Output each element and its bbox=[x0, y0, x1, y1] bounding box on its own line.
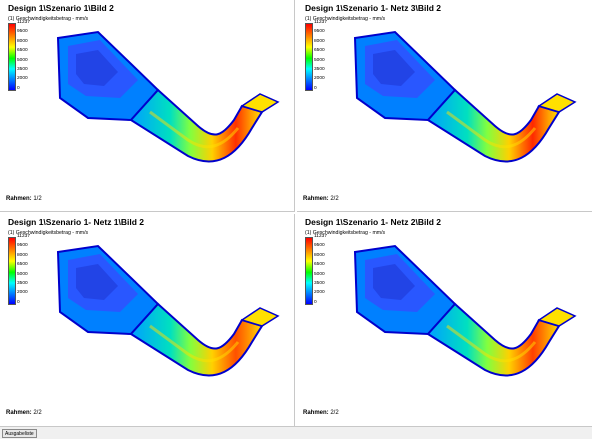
outlet-channel bbox=[426, 302, 561, 377]
frame-label: Rahmen: bbox=[6, 196, 32, 202]
outlet-channel bbox=[129, 302, 264, 377]
color-scale-bar bbox=[305, 23, 313, 91]
color-scale-bar bbox=[8, 23, 16, 91]
legend-tick: 6500 bbox=[17, 48, 28, 54]
legend-tick: 9500 bbox=[17, 243, 28, 249]
legend-tick: 2000 bbox=[314, 290, 325, 296]
legend-title: (1) Geschwindigkeitsbetrag - mm/s bbox=[305, 230, 386, 236]
frame-indicator: Rahmen: 2/2 bbox=[6, 410, 42, 416]
frame-label: Rahmen: bbox=[303, 410, 329, 416]
legend-tick: 5000 bbox=[314, 57, 325, 63]
velocity-contour-plot[interactable] bbox=[335, 28, 585, 188]
legend-tick: 6500 bbox=[314, 48, 325, 54]
result-panel-3[interactable]: Design 1\Szenario 1- Netz 1\Bild 2 (1) G… bbox=[0, 214, 295, 426]
panel-title: Design 1\Szenario 1\Bild 2 bbox=[8, 3, 114, 13]
outlet-end bbox=[240, 307, 280, 327]
legend-tick: 2000 bbox=[17, 290, 28, 296]
status-bar: Ausgabeliste bbox=[0, 426, 592, 439]
legend-tick: 8000 bbox=[314, 38, 325, 44]
panel-title: Design 1\Szenario 1- Netz 2\Bild 2 bbox=[305, 217, 442, 227]
frame-indicator: Rahmen: 1/2 bbox=[6, 196, 42, 202]
legend-tick: 8000 bbox=[17, 252, 28, 258]
result-panel-1[interactable]: Design 1\Szenario 1\Bild 2 (1) Geschwind… bbox=[0, 0, 295, 212]
legend-tick: 9500 bbox=[314, 243, 325, 249]
outlet-end bbox=[240, 93, 280, 113]
channel-jet bbox=[446, 324, 537, 363]
channel-jet bbox=[149, 110, 240, 149]
legend-tick: 3500 bbox=[17, 67, 28, 72]
legend-tick: 8000 bbox=[314, 252, 325, 258]
color-scale-bar bbox=[8, 237, 16, 305]
legend-title: (1) Geschwindigkeitsbetrag - mm/s bbox=[8, 230, 89, 236]
outlet-channel bbox=[129, 88, 264, 163]
inner-block bbox=[76, 264, 118, 300]
frame-value: 1/2 bbox=[33, 196, 42, 202]
velocity-contour-plot[interactable] bbox=[38, 242, 288, 402]
inner-block bbox=[373, 264, 415, 300]
frame-label: Rahmen: bbox=[6, 410, 32, 416]
frame-label: Rahmen: bbox=[303, 196, 329, 202]
legend-tick: 9500 bbox=[17, 29, 28, 35]
frame-indicator: Rahmen: 2/2 bbox=[303, 410, 339, 416]
panel-title: Design 1\Szenario 1- Netz 1\Bild 2 bbox=[8, 217, 145, 227]
legend-tick: 8000 bbox=[17, 38, 28, 44]
legend-tick: 11237 bbox=[314, 20, 327, 25]
frame-value: 2/2 bbox=[330, 196, 339, 202]
frame-value: 2/2 bbox=[33, 410, 42, 416]
legend-tick: 6500 bbox=[314, 262, 325, 268]
legend-tick: 3500 bbox=[17, 281, 28, 286]
legend-title: (1) Geschwindigkeitsbetrag - mm/s bbox=[8, 16, 89, 22]
results-grid: Design 1\Szenario 1\Bild 2 (1) Geschwind… bbox=[0, 0, 592, 426]
legend-tick: 0 bbox=[314, 299, 317, 305]
outlet-end bbox=[537, 307, 577, 327]
legend-tick: 0 bbox=[17, 299, 20, 305]
legend-tick: 2000 bbox=[314, 76, 325, 82]
output-list-button[interactable]: Ausgabeliste bbox=[2, 429, 37, 438]
legend-title: (1) Geschwindigkeitsbetrag - mm/s bbox=[305, 16, 386, 22]
legend-tick: 11237 bbox=[314, 234, 327, 239]
legend-tick: 6500 bbox=[17, 262, 28, 268]
legend-tick: 9500 bbox=[314, 29, 325, 35]
inner-block bbox=[373, 50, 415, 86]
legend-tick: 5000 bbox=[314, 271, 325, 277]
legend-tick: 3500 bbox=[314, 281, 325, 286]
legend-tick: 5000 bbox=[17, 57, 28, 63]
legend-tick: 5000 bbox=[17, 271, 28, 277]
frame-value: 2/2 bbox=[330, 410, 339, 416]
legend-tick: 0 bbox=[17, 85, 20, 91]
velocity-contour-plot[interactable] bbox=[335, 242, 585, 402]
inner-block bbox=[76, 50, 118, 86]
legend-tick: 2000 bbox=[17, 76, 28, 82]
legend-tick: 3500 bbox=[314, 67, 325, 72]
frame-indicator: Rahmen: 2/2 bbox=[303, 196, 339, 202]
legend-tick: 11237 bbox=[17, 20, 30, 25]
result-panel-2[interactable]: Design 1\Szenario 1- Netz 3\Bild 2 (1) G… bbox=[297, 0, 592, 212]
outlet-end bbox=[537, 93, 577, 113]
panel-title: Design 1\Szenario 1- Netz 3\Bild 2 bbox=[305, 3, 442, 13]
result-panel-4[interactable]: Design 1\Szenario 1- Netz 2\Bild 2 (1) G… bbox=[297, 214, 592, 426]
channel-jet bbox=[149, 324, 240, 363]
channel-jet bbox=[446, 110, 537, 149]
color-scale-bar bbox=[305, 237, 313, 305]
legend-tick: 0 bbox=[314, 85, 317, 91]
outlet-channel bbox=[426, 88, 561, 163]
velocity-contour-plot[interactable] bbox=[38, 28, 288, 188]
legend-tick: 11237 bbox=[17, 234, 30, 239]
